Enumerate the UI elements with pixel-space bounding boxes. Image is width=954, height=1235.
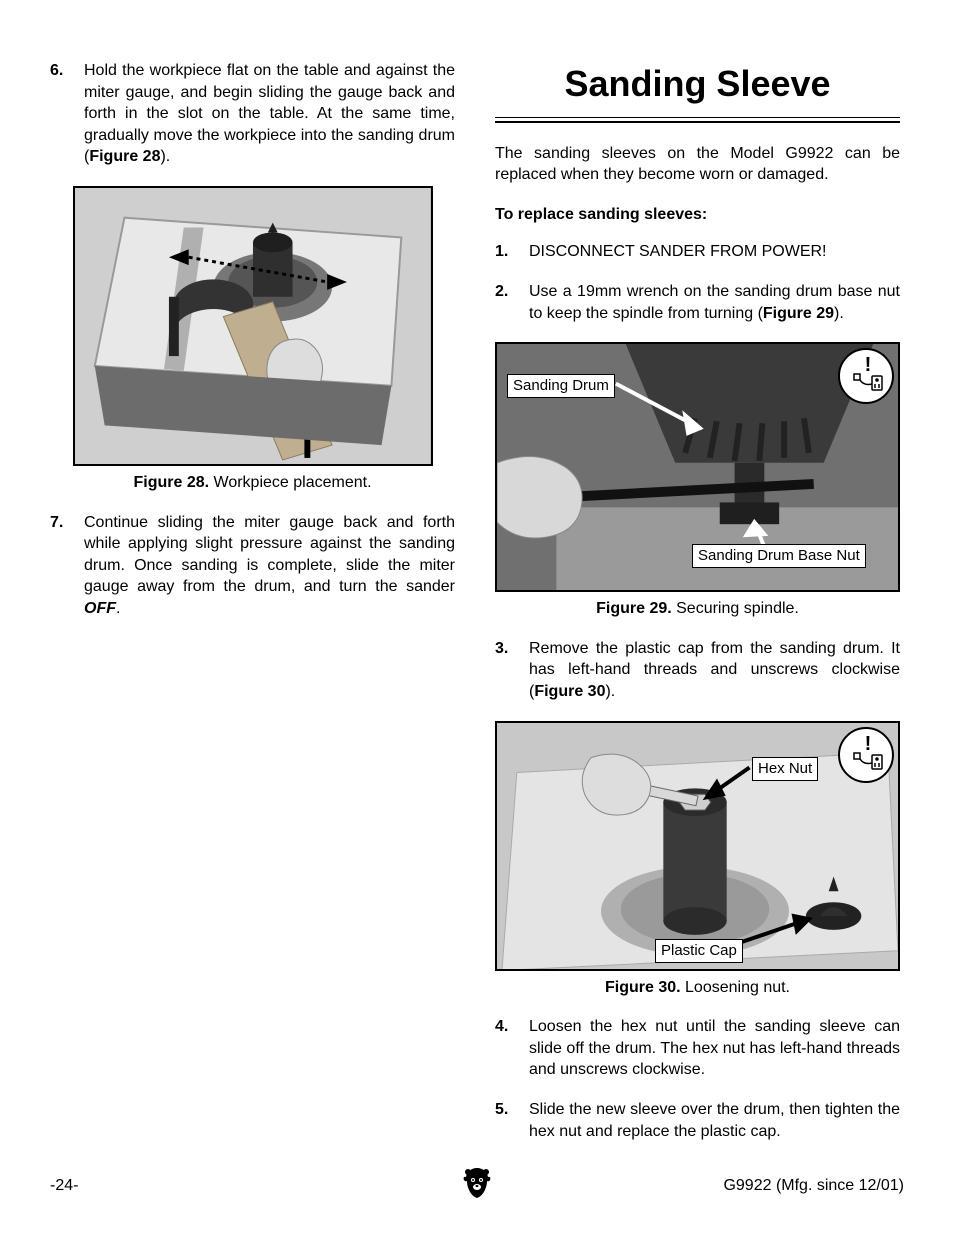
left-item-7: 7. Continue sliding the miter gauge back…	[50, 512, 455, 620]
text: .	[116, 600, 120, 617]
caption-bold: Figure 30.	[605, 979, 681, 996]
fig-ref: Figure 29	[763, 305, 834, 322]
text: Loosen the hex nut until the sanding sle…	[529, 1018, 900, 1078]
title-rule	[495, 117, 900, 118]
fig-ref: Figure 30	[534, 683, 605, 700]
right-item-4: 4. Loosen the hex nut until the sanding …	[495, 1016, 900, 1081]
list-body: Hold the workpiece flat on the table and…	[84, 60, 455, 168]
text: ).	[834, 305, 844, 322]
text: Use a 19mm wrench on the sanding drum ba…	[529, 283, 900, 322]
unplug-warning-icon: !	[838, 727, 894, 783]
subheading: To replace sanding sleeves:	[495, 204, 900, 226]
intro-text: The sanding sleeves on the Model G9922 c…	[495, 143, 900, 186]
figure-30-caption: Figure 30. Loosening nut.	[495, 977, 900, 999]
footer-logo	[50, 1166, 904, 1207]
text: ).	[160, 148, 170, 165]
right-item-5: 5. Slide the new sleeve over the drum, t…	[495, 1099, 900, 1142]
list-number: 3.	[495, 638, 529, 703]
section-title: Sanding Sleeve	[495, 60, 900, 109]
left-column: 6. Hold the workpiece flat on the table …	[50, 60, 455, 1140]
figure-label: Plastic Cap	[655, 939, 743, 963]
svg-text:!: !	[865, 733, 872, 755]
right-column: Sanding Sleeve The sanding sleeves on th…	[495, 60, 900, 1140]
text: DISCONNECT SANDER FROM POWER!	[529, 243, 827, 260]
list-number: 7.	[50, 512, 84, 620]
bear-logo-icon	[462, 1166, 492, 1200]
figure-29-caption: Figure 29. Securing spindle.	[495, 598, 900, 620]
unplug-warning-icon: !	[838, 348, 894, 404]
list-number: 6.	[50, 60, 84, 168]
list-body: Slide the new sleeve over the drum, then…	[529, 1099, 900, 1142]
figure-label: Sanding Drum Base Nut	[692, 544, 866, 568]
page-footer: -24- G9922 (Mfg. since 12/01)	[50, 1175, 904, 1197]
left-item-6: 6. Hold the workpiece flat on the table …	[50, 60, 455, 168]
right-item-2: 2. Use a 19mm wrench on the sanding drum…	[495, 281, 900, 324]
list-number: 2.	[495, 281, 529, 324]
right-item-3: 3. Remove the plastic cap from the sandi…	[495, 638, 900, 703]
figure-28-caption: Figure 28. Workpiece placement.	[50, 472, 455, 494]
figure-30: Hex Nut Plastic Cap !	[495, 721, 900, 971]
list-number: 5.	[495, 1099, 529, 1142]
caption-text: Loosening nut.	[681, 979, 790, 996]
list-body: Use a 19mm wrench on the sanding drum ba…	[529, 281, 900, 324]
caption-text: Securing spindle.	[672, 600, 799, 617]
list-number: 1.	[495, 241, 529, 263]
page-body: 6. Hold the workpiece flat on the table …	[50, 60, 904, 1140]
figure-28	[73, 186, 433, 466]
svg-text:!: !	[865, 354, 872, 376]
figure-label: Sanding Drum	[507, 374, 615, 398]
caption-bold: Figure 29.	[596, 600, 672, 617]
list-body: Remove the plastic cap from the sanding …	[529, 638, 900, 703]
text: Slide the new sleeve over the drum, then…	[529, 1101, 900, 1140]
list-body: Loosen the hex nut until the sanding sle…	[529, 1016, 900, 1081]
figure-28-illustration	[75, 188, 431, 465]
emphasis: OFF	[84, 600, 116, 617]
title-rule	[495, 121, 900, 123]
list-body: DISCONNECT SANDER FROM POWER!	[529, 241, 900, 263]
caption-bold: Figure 28.	[133, 474, 209, 491]
right-item-1: 1. DISCONNECT SANDER FROM POWER!	[495, 241, 900, 263]
caption-text: Workpiece placement.	[209, 474, 371, 491]
list-number: 4.	[495, 1016, 529, 1081]
text: ).	[605, 683, 615, 700]
list-body: Continue sliding the miter gauge back an…	[84, 512, 455, 620]
figure-label: Hex Nut	[752, 757, 818, 781]
text: Continue sliding the miter gauge back an…	[84, 514, 455, 596]
figure-29: Sanding Drum Sanding Drum Base Nut !	[495, 342, 900, 592]
fig-ref: Figure 28	[89, 148, 160, 165]
